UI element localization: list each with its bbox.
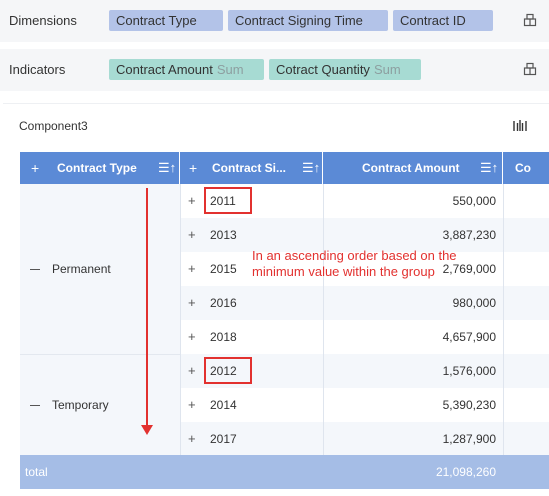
indicators-settings-icon[interactable] (523, 62, 537, 76)
header-label: Contract Type (57, 161, 137, 175)
dimensions-label: Dimensions (9, 13, 77, 28)
indicator-name: Contract Amount (116, 62, 213, 77)
indicator-name: Cotract Quantity (276, 62, 370, 77)
amount-cell: 1,287,900 (442, 432, 496, 446)
year-cell: 2013 (210, 228, 237, 242)
dimension-chip-contract-signing-time[interactable]: Contract Signing Time (228, 10, 388, 31)
header-cotract-quantity[interactable]: Co (503, 152, 549, 184)
collapse-minus-icon[interactable] (30, 405, 40, 407)
pivot-table: + Contract Type ☰↑ + Contract Si... ☰↑ C… (20, 152, 549, 489)
expand-plus-icon[interactable]: + (188, 397, 196, 412)
dimension-chip-contract-id[interactable]: Contract ID (393, 10, 493, 31)
annotation-text: In an ascending order based on the minim… (252, 248, 457, 280)
annotation-line-1: In an ascending order based on the (252, 248, 457, 263)
indicators-row: Indicators Contract Amount Sum Cotract Qu… (0, 49, 549, 91)
expand-plus-icon[interactable]: + (188, 431, 196, 446)
indicators-label: Indicators (9, 62, 66, 77)
year-cell: 2018 (210, 330, 237, 344)
amount-cell: 3,887,230 (442, 228, 496, 242)
year-cell: 2011 (210, 194, 236, 208)
expand-plus-icon[interactable]: + (188, 193, 196, 208)
amount-cell: 550,000 (452, 194, 496, 208)
group-label: Temporary (52, 398, 109, 412)
expand-plus-icon[interactable]: + (188, 363, 196, 378)
arrow-head-icon (141, 425, 153, 435)
amount-cell: 2,769,000 (442, 262, 496, 276)
year-cell: 2016 (210, 296, 237, 310)
year-cell: 2015 (210, 262, 237, 276)
amount-cell: 4,657,900 (442, 330, 496, 344)
dimensions-row: Dimensions Contract Type Contract Signin… (0, 0, 549, 42)
sort-direction-arrow (146, 188, 148, 428)
group-cell-temporary: Temporary (20, 354, 180, 455)
expand-plus-icon[interactable]: + (188, 227, 196, 242)
indicator-agg: Sum (373, 62, 401, 77)
sort-icon[interactable]: ☰↑ (480, 160, 499, 175)
sort-icon[interactable]: ☰↑ (302, 160, 321, 175)
total-amount: 21,098,260 (435, 465, 496, 479)
panel-title: Component3 (19, 119, 88, 133)
total-row: total 21,098,260 (20, 455, 549, 489)
collapse-minus-icon[interactable] (30, 269, 40, 271)
header-contract-type[interactable]: + Contract Type ☰↑ (20, 152, 180, 184)
annotation-line-2: minimum value within the group (252, 264, 435, 279)
amount-cell: 980,000 (452, 296, 496, 310)
expand-plus-icon[interactable]: + (188, 295, 196, 310)
component-panel: Component3 + Contract Type ☰↑ + Contract… (3, 103, 549, 496)
expand-all-plus-icon[interactable]: + (31, 160, 40, 176)
amount-cell: 1,576,000 (442, 364, 496, 378)
expand-plus-icon[interactable]: + (188, 329, 196, 344)
total-label: total (25, 465, 48, 479)
year-cell: 2017 (210, 432, 237, 446)
header-contract-signing-time[interactable]: + Contract Si... ☰↑ (180, 152, 323, 184)
indicator-agg: Sum (216, 62, 244, 77)
header-label: Contract Amount (362, 161, 460, 175)
expand-all-plus-icon[interactable]: + (189, 160, 198, 176)
sort-icon[interactable]: ☰↑ (158, 160, 177, 175)
group-label: Permanent (52, 262, 111, 276)
dimension-chip-contract-type[interactable]: Contract Type (109, 10, 223, 31)
highlight-box-2011 (204, 187, 252, 214)
year-cell: 2014 (210, 398, 237, 412)
group-cell-permanent: Permanent (20, 184, 180, 354)
dimensions-settings-icon[interactable] (523, 13, 537, 27)
indicator-chip-cotract-quantity[interactable]: Cotract Quantity Sum (269, 59, 421, 80)
expand-plus-icon[interactable]: + (188, 261, 196, 276)
chart-type-icon[interactable] (513, 119, 527, 133)
indicator-chip-contract-amount[interactable]: Contract Amount Sum (109, 59, 264, 80)
amount-cell: 5,390,230 (442, 398, 496, 412)
header-label: Co (515, 161, 531, 175)
header-contract-amount[interactable]: Contract Amount ☰↑ (323, 152, 503, 184)
highlight-box-2012 (204, 357, 252, 384)
header-label: Contract Si... (212, 161, 287, 175)
year-cell: 2012 (210, 364, 237, 378)
